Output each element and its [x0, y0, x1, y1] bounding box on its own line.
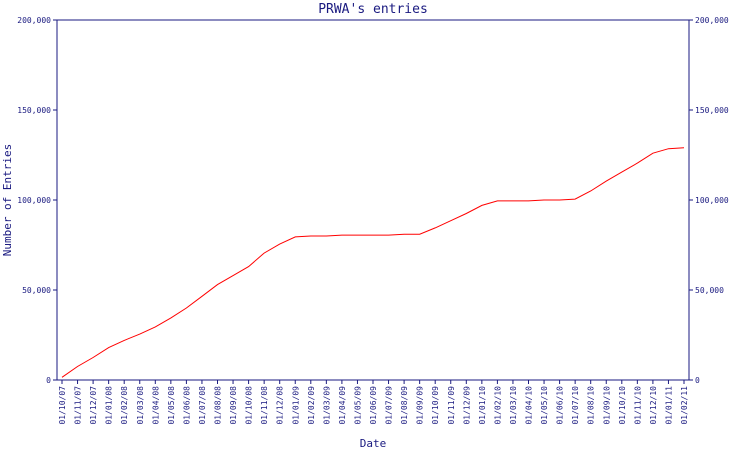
x-tick-label: 01/10/08 [245, 386, 254, 425]
x-tick-label: 01/05/10 [540, 386, 549, 425]
x-tick-label: 01/11/09 [447, 386, 456, 425]
x-tick-label: 01/07/10 [571, 386, 580, 425]
x-tick-label: 01/05/09 [353, 386, 362, 425]
y-tick-label-left: 50,000 [22, 286, 51, 295]
x-tick-label: 01/02/08 [120, 386, 129, 425]
x-tick-label: 01/10/10 [618, 386, 627, 425]
x-tick-label: 01/08/09 [400, 386, 409, 425]
y-tick-label-right: 200,000 [695, 16, 729, 25]
x-tick-label: 01/11/07 [74, 386, 83, 425]
x-tick-label: 01/02/10 [493, 386, 502, 425]
x-tick-label: 01/03/09 [322, 386, 331, 425]
x-tick-label: 01/04/08 [151, 386, 160, 425]
x-tick-label: 01/07/09 [385, 386, 394, 425]
chart-title: PRWA's entries [318, 2, 428, 17]
x-tick-label: 01/12/08 [276, 386, 285, 425]
x-tick-label: 01/10/07 [58, 386, 67, 425]
y-tick-label-left: 0 [46, 376, 51, 385]
axis-ticks: 0 0 50,000 50,000 100,000 100,000 150,000 150,0… [17, 16, 729, 425]
x-axis-label: Date [360, 437, 387, 450]
x-tick-label: 01/04/10 [525, 386, 534, 425]
x-tick-label: 01/11/08 [260, 386, 269, 425]
y-tick-label-right: 150,000 [695, 106, 729, 115]
y-tick-label-right: 50,000 [695, 286, 724, 295]
y-tick-label-left: 150,000 [17, 106, 51, 115]
x-tick-label: 01/06/10 [556, 386, 565, 425]
x-tick-label: 01/09/09 [416, 386, 425, 425]
x-tick-label: 01/08/08 [214, 386, 223, 425]
y-tick-label-right: 100,000 [695, 196, 729, 205]
x-tick-label: 01/08/10 [587, 386, 596, 425]
y-tick-label-left: 200,000 [17, 16, 51, 25]
y-tick-label-left: 100,000 [17, 196, 51, 205]
x-tick-label: 01/06/09 [369, 386, 378, 425]
x-tick-label: 01/01/10 [478, 386, 487, 425]
x-tick-label: 01/12/10 [649, 386, 658, 425]
plot-frame [56, 19, 690, 381]
x-tick-label: 01/02/09 [307, 386, 316, 425]
y-axis-label: Number of Entries [1, 144, 14, 257]
x-tick-label: 01/01/11 [664, 386, 673, 425]
series-line [61, 147, 685, 378]
x-tick-label: 01/09/10 [602, 386, 611, 425]
x-tick-label: 01/02/11 [680, 386, 689, 425]
x-tick-label: 01/09/08 [229, 386, 238, 425]
x-tick-label: 01/03/08 [136, 386, 145, 425]
x-tick-label: 01/04/09 [338, 386, 347, 425]
x-tick-label: 01/01/09 [291, 386, 300, 425]
x-tick-label: 01/12/07 [89, 386, 98, 425]
x-tick-label: 01/07/08 [198, 386, 207, 425]
y-tick-label-right: 0 [695, 376, 700, 385]
x-tick-label: 01/11/10 [633, 386, 642, 425]
x-tick-label: 01/10/09 [431, 386, 440, 425]
x-tick-label: 01/05/08 [167, 386, 176, 425]
x-tick-label: 01/01/08 [105, 386, 114, 425]
x-tick-label: 01/12/09 [462, 386, 471, 425]
x-tick-label: 01/06/08 [182, 386, 191, 425]
x-tick-label: 01/03/10 [509, 386, 518, 425]
